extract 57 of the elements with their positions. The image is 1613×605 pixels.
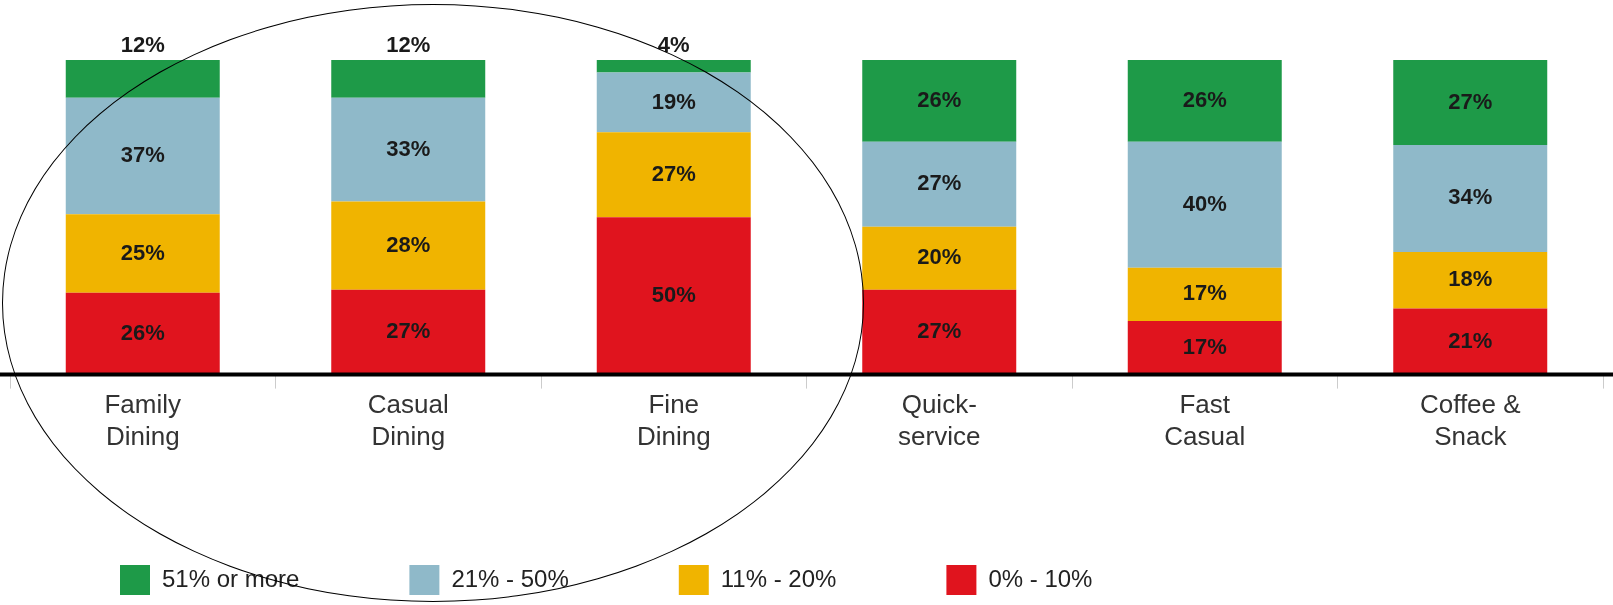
bar xyxy=(65,60,220,98)
bar xyxy=(596,132,751,218)
data-label: 50% xyxy=(651,282,696,308)
data-label: 27% xyxy=(1448,88,1493,114)
legend-label: 0% - 10% xyxy=(988,564,1093,592)
bar xyxy=(862,60,1017,142)
bar xyxy=(331,97,486,202)
bar xyxy=(331,201,486,290)
bar xyxy=(1127,60,1282,142)
data-label: 26% xyxy=(1182,86,1227,112)
bar xyxy=(596,60,751,73)
data-label: 28% xyxy=(386,231,431,257)
x-tick-label: Quick-service xyxy=(898,389,981,451)
data-label: 27% xyxy=(917,318,962,344)
data-label: 26% xyxy=(917,86,962,112)
x-tick-label: Family Dining xyxy=(104,389,182,451)
data-label: 37% xyxy=(120,142,165,168)
data-label: 34% xyxy=(1448,184,1493,210)
bar xyxy=(1127,141,1282,268)
data-label: 19% xyxy=(651,88,696,114)
bar xyxy=(331,289,486,375)
data-label: 40% xyxy=(1182,190,1227,216)
bar xyxy=(1127,321,1282,375)
bar xyxy=(1393,308,1548,375)
data-label: 12% xyxy=(386,32,431,58)
data-label: 25% xyxy=(120,239,165,265)
data-label: 26% xyxy=(120,319,165,345)
data-label: 27% xyxy=(917,170,962,196)
data-label: 17% xyxy=(1182,333,1227,359)
data-label: 12% xyxy=(120,32,165,58)
bar xyxy=(1393,251,1548,309)
data-label: 21% xyxy=(1448,327,1493,353)
data-label: 20% xyxy=(917,244,962,270)
bar xyxy=(596,72,751,133)
data-label: 17% xyxy=(1182,280,1227,306)
bar xyxy=(331,60,486,98)
bar xyxy=(862,289,1017,375)
x-tick-label: Fast Casual xyxy=(1164,389,1246,451)
x-tick-label: Coffee & Snack xyxy=(1419,389,1521,451)
bar xyxy=(65,292,220,375)
bar xyxy=(65,214,220,293)
x-tick-label: Fine Dining xyxy=(636,389,711,451)
data-label: 4% xyxy=(657,32,690,58)
data-label: 33% xyxy=(386,135,431,161)
bar xyxy=(862,226,1017,290)
data-label: 27% xyxy=(386,318,431,344)
bar xyxy=(862,141,1017,227)
legend-label: 11% - 20% xyxy=(720,564,837,592)
bar xyxy=(1393,144,1548,252)
legend-label: 21% - 50% xyxy=(451,564,569,592)
data-label: 18% xyxy=(1448,266,1493,292)
data-label: 27% xyxy=(651,160,696,186)
bar xyxy=(1127,267,1282,322)
bar xyxy=(65,97,220,215)
bar xyxy=(1393,60,1548,145)
bar xyxy=(596,217,751,375)
x-tick-label: Casual Dining xyxy=(367,389,449,451)
